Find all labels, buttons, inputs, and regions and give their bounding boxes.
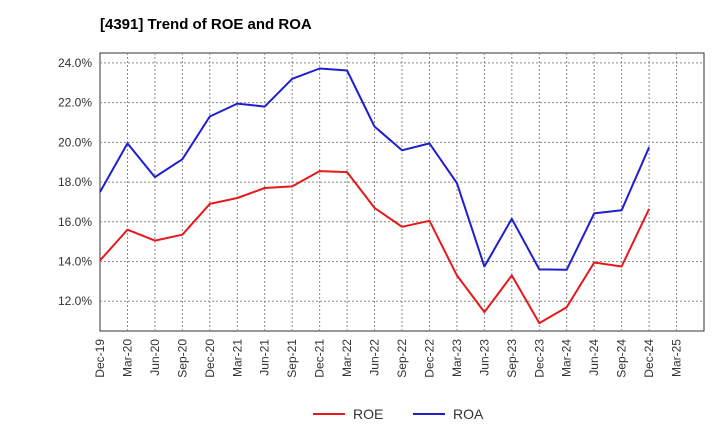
plot-area (99, 52, 705, 332)
x-tick-label: Jun-22 (368, 339, 382, 376)
chart-title: [4391] Trend of ROE and ROA (100, 16, 312, 33)
grid (100, 53, 704, 331)
series-line-roa (99, 67, 651, 271)
series-lines (99, 67, 651, 325)
x-tick-label: Dec-22 (422, 339, 436, 378)
x-tick-label: Dec-24 (642, 339, 656, 378)
x-tick-label: Dec-23 (532, 339, 546, 378)
y-axis-ticks: 12.0% 14.0% 16.0% 18.0% 20.0% 22.0% 24.0% (58, 56, 92, 308)
x-axis-ticks: Dec-19 Mar-20 Jun-20 Sep-20 Dec-20 Mar-21 Jun-… (93, 339, 684, 378)
y-tick-label: 20.0% (58, 135, 92, 149)
x-tick-label: Jun-23 (477, 339, 491, 376)
x-tick-label: Mar-23 (450, 339, 464, 377)
y-tick-label: 22.0% (58, 96, 92, 110)
x-tick-label: Sep-20 (175, 339, 189, 378)
x-tick-label: Mar-21 (230, 339, 244, 377)
y-tick-label: 16.0% (58, 215, 92, 229)
legend-label-roa: ROA (453, 406, 484, 422)
y-tick-label: 12.0% (58, 294, 92, 308)
x-tick-label: Mar-22 (340, 339, 354, 377)
x-tick-label: Sep-21 (285, 339, 299, 378)
x-tick-label: Sep-24 (615, 339, 629, 378)
x-tick-label: Sep-23 (505, 339, 519, 378)
x-tick-label: Dec-21 (313, 339, 327, 378)
series-line-roe (99, 170, 651, 325)
y-tick-label: 24.0% (58, 56, 92, 70)
x-tick-label: Dec-20 (203, 339, 217, 378)
x-tick-label: Mar-24 (560, 339, 574, 377)
y-tick-label: 18.0% (58, 175, 92, 189)
x-tick-label: Mar-20 (120, 339, 134, 377)
x-tick-label: Dec-19 (93, 339, 107, 378)
legend: ROE ROA (313, 406, 484, 422)
x-tick-label: Jun-24 (587, 339, 601, 376)
x-tick-label: Sep-22 (395, 339, 409, 378)
x-tick-label: Jun-20 (148, 339, 162, 376)
legend-label-roe: ROE (353, 406, 383, 422)
x-tick-label: Mar-25 (670, 339, 684, 377)
y-tick-label: 14.0% (58, 255, 92, 269)
x-tick-label: Jun-21 (258, 339, 272, 376)
